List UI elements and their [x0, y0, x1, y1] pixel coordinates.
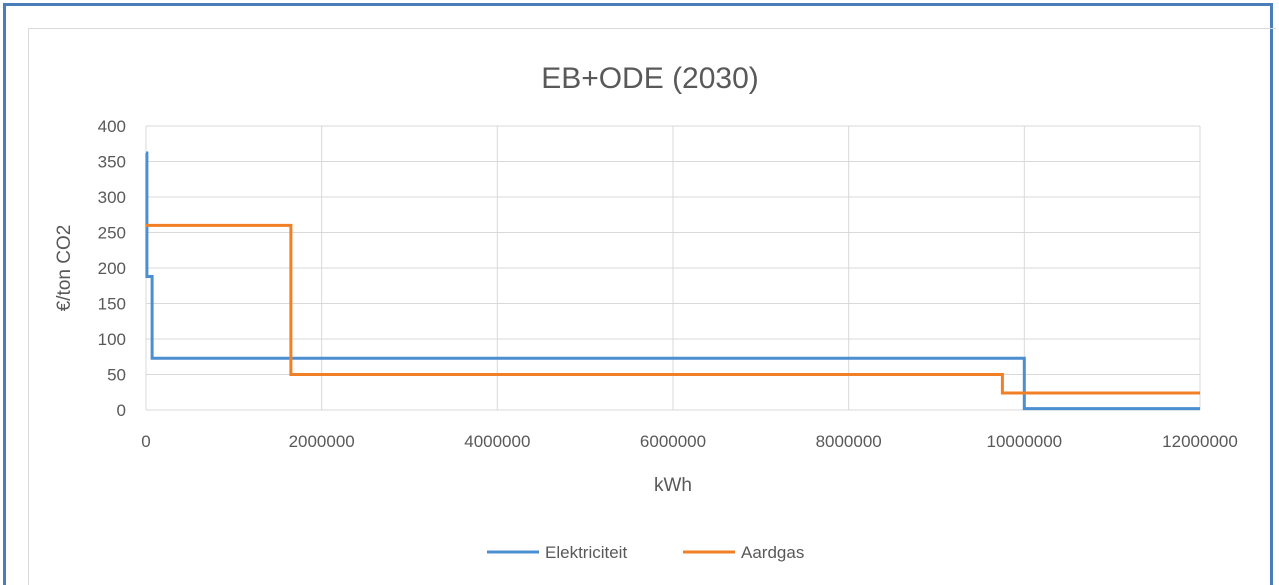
series-line-elektriciteit: [145, 151, 1200, 411]
y-tick-label: 300: [98, 188, 126, 207]
series-line-aardgas: [146, 223, 1200, 395]
y-tick-label: 150: [98, 295, 126, 314]
x-tick-label: 4000000: [464, 432, 530, 451]
y-tick-label: 0: [117, 401, 126, 420]
y-tick-label: 400: [98, 117, 126, 136]
x-tick-label: 0: [141, 432, 150, 451]
y-axis-label: €/ton CO2: [54, 225, 75, 312]
chart-frame: [3, 3, 1273, 585]
x-tick-label: 2000000: [289, 432, 355, 451]
gridlines: [145, 125, 1201, 410]
y-axis-tick-labels: 0 50 100 150 200 250 300 350 400: [98, 117, 126, 420]
x-tick-label: 8000000: [816, 432, 882, 451]
y-tick-label: 250: [98, 224, 126, 243]
y-tick-label: 200: [98, 259, 126, 278]
y-tick-label: 350: [98, 153, 126, 172]
y-tick-label: 100: [98, 330, 126, 349]
legend-label-aardgas: Aardgas: [741, 543, 804, 562]
series-lines: [145, 151, 1200, 411]
legend-label-elektriciteit: Elektriciteit: [545, 543, 627, 562]
x-axis-label: kWh: [654, 475, 692, 496]
x-tick-label: 12000000: [1162, 432, 1238, 451]
y-tick-label: 50: [107, 366, 126, 385]
x-axis-tick-labels: 0 2000000 4000000 6000000 8000000 10000000 120…: [141, 432, 1238, 451]
legend: Elektriciteit Aardgas: [487, 543, 804, 562]
x-tick-label: 10000000: [987, 432, 1063, 451]
chart-area-border: [28, 28, 1276, 585]
chart-title: EB+ODE (2030): [541, 62, 759, 95]
x-tick-label: 6000000: [640, 432, 706, 451]
